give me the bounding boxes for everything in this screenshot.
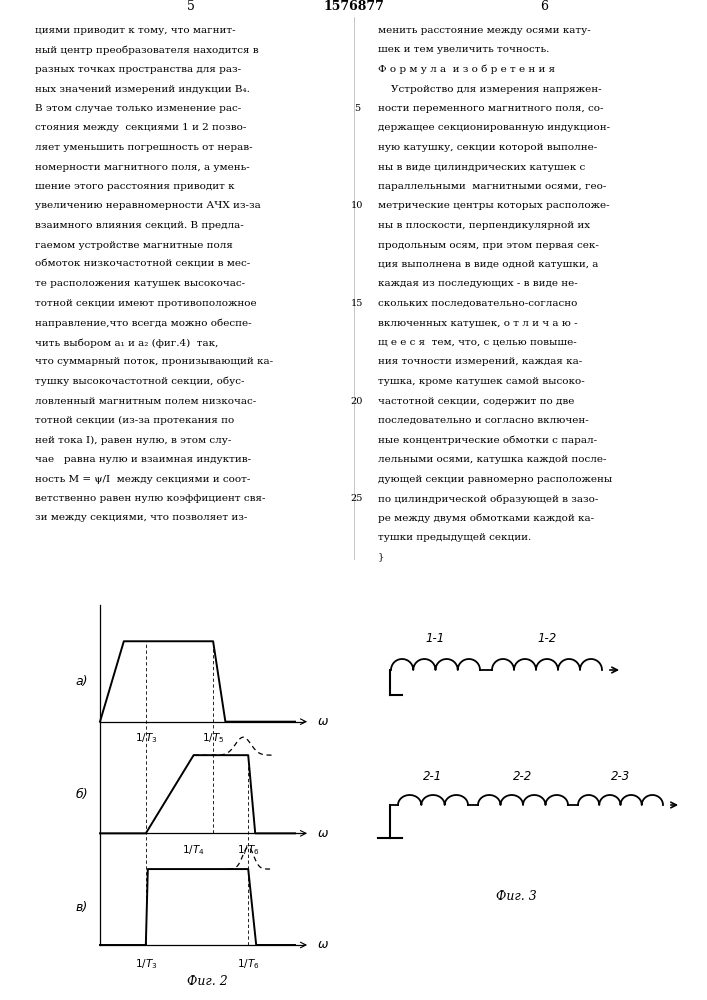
Text: ловленный магнитным полем низкочас-: ловленный магнитным полем низкочас- xyxy=(35,396,257,406)
Text: гаемом устройстве магнитные поля: гаемом устройстве магнитные поля xyxy=(35,240,233,249)
Text: номерности магнитного поля, а умень-: номерности магнитного поля, а умень- xyxy=(35,162,250,172)
Text: разных точках пространства для раз-: разных точках пространства для раз- xyxy=(35,65,242,74)
Text: по цилиндрической образующей в зазо-: по цилиндрической образующей в зазо- xyxy=(378,494,599,504)
Text: шение этого расстояния приводит к: шение этого расстояния приводит к xyxy=(35,182,235,191)
Text: $1/T_3$: $1/T_3$ xyxy=(134,957,157,971)
Text: $\omega$: $\omega$ xyxy=(317,827,329,840)
Text: 2-2: 2-2 xyxy=(513,770,532,783)
Text: тушку высокочастотной секции, обус-: тушку высокочастотной секции, обус- xyxy=(35,377,245,386)
Text: в): в) xyxy=(76,901,88,914)
Text: тотной секции (из-за протекания по: тотной секции (из-за протекания по xyxy=(35,416,235,425)
Text: Ф о р м у л а  и з о б р е т е н и я: Ф о р м у л а и з о б р е т е н и я xyxy=(378,65,556,75)
Text: }: } xyxy=(378,552,385,562)
Text: ный центр преобразователя находится в: ный центр преобразователя находится в xyxy=(35,45,259,55)
Text: зи между секциями, что позволяет из-: зи между секциями, что позволяет из- xyxy=(35,514,247,522)
Text: чить выбором a₁ и a₂ (фиг.4)  так,: чить выбором a₁ и a₂ (фиг.4) так, xyxy=(35,338,218,348)
Text: Фиг. 2: Фиг. 2 xyxy=(187,975,228,988)
Text: 2-1: 2-1 xyxy=(423,770,443,783)
Text: 10: 10 xyxy=(351,202,363,211)
Text: а): а) xyxy=(76,675,88,688)
Text: 2-3: 2-3 xyxy=(611,770,630,783)
Text: $\omega$: $\omega$ xyxy=(317,938,329,952)
Text: частотной секции, содержит по две: частотной секции, содержит по две xyxy=(378,396,575,406)
Text: ны в плоскости, перпендикулярной их: ны в плоскости, перпендикулярной их xyxy=(378,221,590,230)
Text: каждая из последующих - в виде не-: каждая из последующих - в виде не- xyxy=(378,279,578,288)
Text: продольным осям, при этом первая сек-: продольным осям, при этом первая сек- xyxy=(378,240,599,249)
Text: дующей секции равномерно расположены: дующей секции равномерно расположены xyxy=(378,475,612,484)
Text: параллельными  магнитными осями, гео-: параллельными магнитными осями, гео- xyxy=(378,182,607,191)
Text: скольких последовательно-согласно: скольких последовательно-согласно xyxy=(378,299,578,308)
Text: тушки предыдущей секции.: тушки предыдущей секции. xyxy=(378,533,532,542)
Text: щ е е с я  тем, что, с целью повыше-: щ е е с я тем, что, с целью повыше- xyxy=(378,338,577,347)
Text: 6: 6 xyxy=(540,0,549,13)
Text: метрические центры которых расположе-: метрические центры которых расположе- xyxy=(378,202,610,211)
Text: $1/T_5$: $1/T_5$ xyxy=(202,732,224,745)
Text: $1/T_6$: $1/T_6$ xyxy=(237,843,259,857)
Text: тотной секции имеют противоположное: тотной секции имеют противоположное xyxy=(35,299,257,308)
Text: ветственно равен нулю коэффициент свя-: ветственно равен нулю коэффициент свя- xyxy=(35,494,266,503)
Text: $1/T_6$: $1/T_6$ xyxy=(237,957,259,971)
Text: ляет уменьшить погрешность от нерав-: ляет уменьшить погрешность от нерав- xyxy=(35,143,253,152)
Text: стояния между  секциями 1 и 2 позво-: стояния между секциями 1 и 2 позво- xyxy=(35,123,247,132)
Text: держащее секционированную индукцион-: держащее секционированную индукцион- xyxy=(378,123,610,132)
Text: менить расстояние между осями кату-: менить расстояние между осями кату- xyxy=(378,26,591,35)
Text: $\omega$: $\omega$ xyxy=(317,715,329,728)
Text: 20: 20 xyxy=(351,396,363,406)
Text: 5: 5 xyxy=(187,0,195,13)
Text: 5: 5 xyxy=(354,104,360,113)
Text: лельными осями, катушка каждой после-: лельными осями, катушка каждой после- xyxy=(378,455,607,464)
Text: циями приводит к тому, что магнит-: циями приводит к тому, что магнит- xyxy=(35,26,236,35)
Text: Фиг. 3: Фиг. 3 xyxy=(496,890,537,903)
Text: ные концентрические обмотки с парал-: ные концентрические обмотки с парал- xyxy=(378,436,597,445)
Text: В этом случае только изменение рас-: В этом случае только изменение рас- xyxy=(35,104,242,113)
Text: взаимного влияния секций. В предла-: взаимного влияния секций. В предла- xyxy=(35,221,244,230)
Text: направление,что всегда можно обеспе-: направление,что всегда можно обеспе- xyxy=(35,318,252,328)
Text: б): б) xyxy=(76,788,88,801)
Text: $1/T_3$: $1/T_3$ xyxy=(134,732,157,745)
Text: 1-2: 1-2 xyxy=(537,632,556,645)
Text: 1576877: 1576877 xyxy=(323,0,384,13)
Text: 15: 15 xyxy=(351,299,363,308)
Text: ния точности измерений, каждая ка-: ния точности измерений, каждая ка- xyxy=(378,358,583,366)
Text: увеличению неравномерности АЧХ из-за: увеличению неравномерности АЧХ из-за xyxy=(35,202,261,211)
Text: чае   равна нулю и взаимная индуктив-: чае равна нулю и взаимная индуктив- xyxy=(35,455,252,464)
Text: ных значений измерений индукции B₄.: ных значений измерений индукции B₄. xyxy=(35,85,250,94)
Text: обмоток низкочастотной секции в мес-: обмоток низкочастотной секции в мес- xyxy=(35,260,250,269)
Text: ности переменного магнитного поля, со-: ности переменного магнитного поля, со- xyxy=(378,104,604,113)
Text: ре между двумя обмотками каждой ка-: ре между двумя обмотками каждой ка- xyxy=(378,514,595,523)
Text: последовательно и согласно включен-: последовательно и согласно включен- xyxy=(378,416,589,425)
Text: шек и тем увеличить точность.: шек и тем увеличить точность. xyxy=(378,45,549,54)
Text: Устройство для измерения напряжен-: Устройство для измерения напряжен- xyxy=(378,85,602,94)
Text: что суммарный поток, пронизывающий ка-: что суммарный поток, пронизывающий ка- xyxy=(35,358,274,366)
Text: $1/T_4$: $1/T_4$ xyxy=(182,843,205,857)
Text: включенных катушек, о т л и ч а ю -: включенных катушек, о т л и ч а ю - xyxy=(378,318,578,328)
Text: ность M = ψ/I  между секциями и соот-: ность M = ψ/I между секциями и соот- xyxy=(35,475,251,484)
Text: ней тока I), равен нулю, в этом слу-: ней тока I), равен нулю, в этом слу- xyxy=(35,436,232,445)
Text: 25: 25 xyxy=(351,494,363,503)
Text: ция выполнена в виде одной катушки, а: ция выполнена в виде одной катушки, а xyxy=(378,260,599,269)
Text: ную катушку, секции которой выполне-: ную катушку, секции которой выполне- xyxy=(378,143,597,152)
Text: ны в виде цилиндрических катушек с: ны в виде цилиндрических катушек с xyxy=(378,162,585,172)
Text: 1-1: 1-1 xyxy=(426,632,445,645)
Text: те расположения катушек высокочас-: те расположения катушек высокочас- xyxy=(35,279,245,288)
Text: тушка, кроме катушек самой высоко-: тушка, кроме катушек самой высоко- xyxy=(378,377,585,386)
